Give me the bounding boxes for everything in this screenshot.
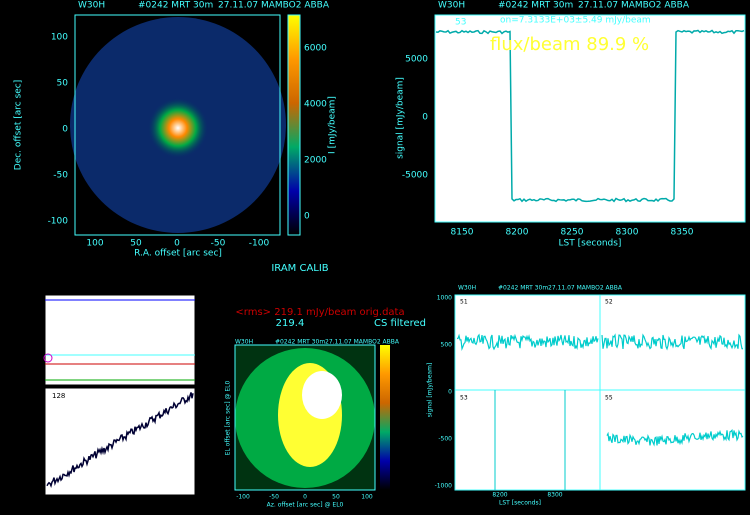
channel-label: 53 xyxy=(455,18,466,28)
x-tick-label: 8200 xyxy=(81,496,99,504)
flux-value: flux/beam 89.9 % xyxy=(490,34,649,55)
y-tick-label: 0 xyxy=(422,113,428,123)
header-text: #0242 MRT 30m xyxy=(275,339,325,346)
y-axis-label: EL offset [arc sec] @ EL0 xyxy=(225,380,232,455)
x-axis-label: R.A. offset [arc sec] xyxy=(134,249,222,259)
header-text: 27.11.07 MAMBO2 ABBA xyxy=(218,1,330,11)
y-axis-label: signal [mJy/beam] xyxy=(427,363,434,418)
channel-label: 53 xyxy=(460,395,468,402)
x-tick-label: 8300 xyxy=(138,496,156,504)
y-tick-label: 0.4 xyxy=(31,352,43,360)
channels-frames xyxy=(454,294,746,491)
y-tick-label: -500 xyxy=(438,436,452,443)
x-axis-label: LST [seconds] xyxy=(559,239,622,249)
y-tick-label: 0.6 xyxy=(31,329,43,337)
channel-label: 128 xyxy=(52,392,65,400)
y-tick-label: -1000 xyxy=(435,483,453,490)
info-line: CS filtered xyxy=(374,318,426,329)
colorbar-tick-label: 6000 xyxy=(304,44,327,54)
signal-frame xyxy=(434,14,746,223)
colorbar-tick-label: 2000 xyxy=(304,156,327,166)
x-tick-label: 8350 xyxy=(671,228,694,238)
x-tick-label: 8250 xyxy=(561,228,584,238)
colorbar-tick-label: 0 xyxy=(304,212,310,222)
y-tick-label: 1000 xyxy=(437,295,452,302)
tau-frame xyxy=(43,294,196,496)
info-line: UT 22:3:18 LST 2:15:29 Δt 248s xyxy=(245,274,405,285)
header-text: W30H xyxy=(235,339,253,346)
on-value: on=7.3133E+03±5.49 mJy/beam xyxy=(500,16,651,26)
y-axis-label: signal [mJy/beam] xyxy=(396,77,406,159)
y-axis-label: total power [counts/sec/m] xyxy=(14,393,22,488)
y-tick-label: 100 xyxy=(51,33,68,43)
info-line: <rms> 219.1 mJy/beam orig.data xyxy=(235,307,404,318)
info-line: IRAM CALIB xyxy=(271,263,328,274)
channel-label: 55 xyxy=(605,395,613,402)
x-tick-label: -50 xyxy=(211,239,226,249)
y-tick-label: -5000 xyxy=(402,171,428,181)
header-text: #0242 MRT 30m xyxy=(498,1,573,11)
x-tick-label: 100 xyxy=(361,494,373,501)
x-tick-label: -100 xyxy=(236,494,250,501)
colorbar-label: I [mJy/beam] xyxy=(328,96,338,154)
x-tick-label: 0 xyxy=(303,494,307,501)
info-line: Az 363.5 EL 65.2 ΔAz,ΔEL -0.7,0.5 deg xyxy=(224,285,416,296)
channel-label: 51 xyxy=(460,299,468,306)
info-line: throw 46as period 0.52s rot. 0deg xyxy=(245,296,415,307)
header-text: W30H xyxy=(458,285,476,292)
y-tick-label: 0 xyxy=(62,125,68,135)
y-axis-label: los tau xyxy=(16,328,24,352)
x-tick-label: 8200 xyxy=(492,492,507,499)
header-text: W30H xyxy=(48,287,66,294)
header-text: W30H xyxy=(78,1,105,11)
header-text: 27.11.07 MAMBO2 ABBA xyxy=(143,287,218,294)
info-line: 219.4 xyxy=(276,318,305,329)
channel-label: 52 xyxy=(605,299,613,306)
y-tick-label: -50 xyxy=(53,171,68,181)
y-tick-label: 5000 xyxy=(405,55,428,65)
header-text: W30H xyxy=(438,1,465,11)
x-tick-label: 8200 xyxy=(506,228,529,238)
x-tick-label: 8300 xyxy=(616,228,639,238)
y-tick-label: 0 xyxy=(448,389,452,396)
x-tick-label: 50 xyxy=(332,494,340,501)
header-text: 27.11.07 MAMBO2 ABBA xyxy=(325,339,400,346)
map-image xyxy=(70,14,301,236)
colorbar-tick-label: 4000 xyxy=(304,100,327,110)
y-axis-label: Dec. offset [arc sec] xyxy=(14,80,24,170)
x-tick-label: -100 xyxy=(249,239,270,249)
x-tick-label: 0 xyxy=(174,239,180,249)
x-tick-label: 8300 xyxy=(547,492,562,499)
y-tick-label: 500 xyxy=(441,342,453,349)
x-tick-label: -50 xyxy=(269,494,279,501)
y-tick-label: -100 xyxy=(48,217,69,227)
header-text: 27.11.07 MAMBO2 ABBA xyxy=(548,285,623,292)
y-tick-label: 0.8 xyxy=(31,306,42,314)
header-text: #0242 MRT 30m xyxy=(498,285,548,292)
header-text: 27.11.07 MAMBO2 ABBA xyxy=(578,1,690,11)
x-tick-label: 50 xyxy=(130,239,142,249)
x-tick-label: 100 xyxy=(86,239,103,249)
y-tick-label: 50 xyxy=(57,79,69,89)
x-axis-label: LST [seconds] xyxy=(499,500,541,507)
header-text: #0242 MRT 30m xyxy=(98,287,148,294)
small-map-image xyxy=(234,344,390,491)
x-axis-label: LST [seconds] xyxy=(96,503,145,511)
header-text: #0242 MRT 30m xyxy=(138,1,213,11)
x-axis-label: Az. offset [arc sec] @ EL0 xyxy=(267,502,344,509)
x-tick-label: 8150 xyxy=(451,228,474,238)
